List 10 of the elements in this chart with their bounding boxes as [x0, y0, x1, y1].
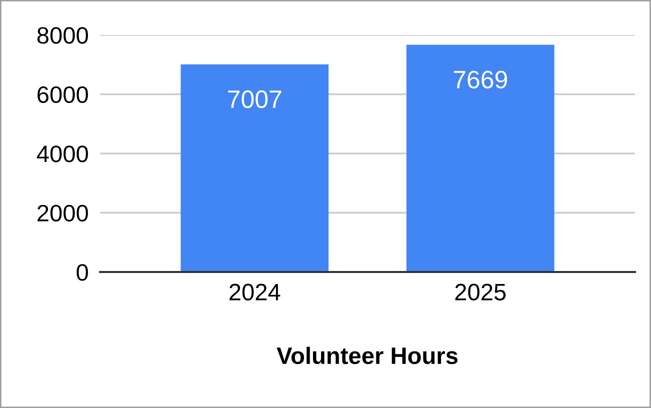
- x-axis-title: Volunteer Hours: [276, 346, 458, 364]
- y-tick-label: 6000: [38, 86, 88, 104]
- data-label: 7669: [454, 70, 507, 88]
- y-tick-label: 4000: [36, 146, 88, 162]
- y-tick-label: 8000: [37, 27, 88, 44]
- x-tick-label: 2024: [230, 284, 280, 300]
- y-tick-label: 2000: [38, 204, 88, 222]
- data-label: 7007: [228, 90, 282, 108]
- x-tick-label: 2025: [455, 284, 506, 300]
- y-tick-label: 0: [76, 264, 88, 281]
